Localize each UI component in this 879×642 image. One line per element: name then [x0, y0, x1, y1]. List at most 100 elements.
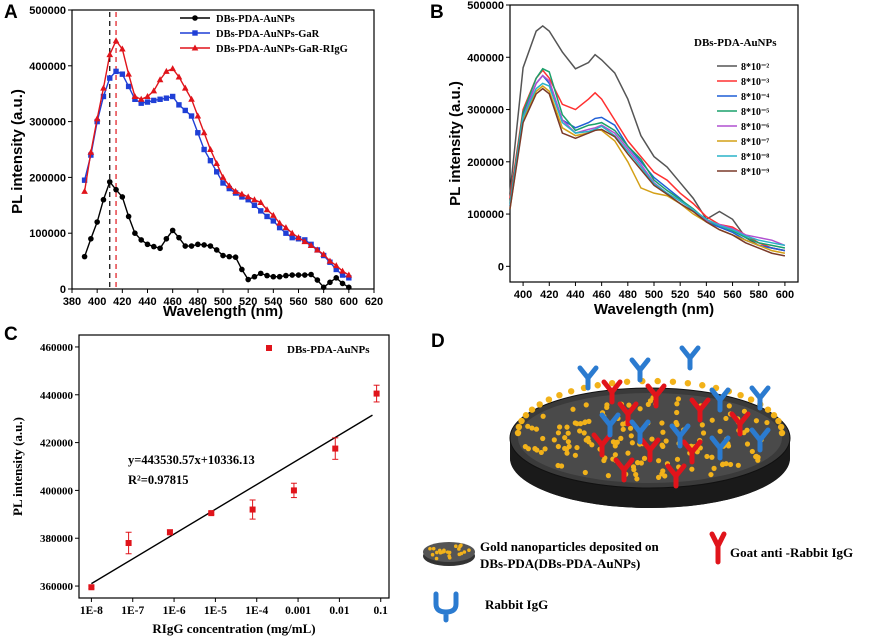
gold-dot [574, 444, 580, 451]
antibody-shape [599, 412, 621, 438]
goat-antibody-icon [591, 432, 613, 458]
gold-dot [525, 423, 531, 429]
data-point [176, 234, 182, 241]
gold-dot [572, 420, 578, 426]
data-point [201, 242, 207, 248]
data-point [332, 262, 340, 269]
data-point [182, 107, 188, 114]
rabbit-antibody-icon [709, 435, 731, 461]
gold-dot [689, 466, 695, 472]
x-axis-label: Wavelength (nm) [163, 303, 283, 320]
y-axis-label: PL intensity (a.u.) [447, 81, 464, 206]
gold-dot [704, 453, 710, 460]
rabbit-antibody-icon [629, 419, 651, 445]
data-point [345, 271, 353, 278]
data-point [157, 96, 163, 102]
data-point [301, 272, 308, 278]
gold-dot [618, 435, 624, 441]
data-point [270, 273, 277, 280]
x-tick-label: 1E-7 [121, 605, 144, 617]
gold-dot [435, 550, 439, 555]
data-point [308, 271, 314, 278]
data-point [263, 206, 271, 213]
legend-label: DBs-PDA-AuNPs-GaR-RIgG [216, 44, 348, 55]
data-point [214, 169, 220, 175]
series-line [509, 87, 786, 257]
data-point [188, 95, 195, 102]
gold-dot [659, 420, 665, 426]
data-point [175, 73, 183, 80]
data-point [244, 193, 252, 200]
data-point [207, 146, 214, 152]
y-tick-label: 400000 [40, 485, 74, 497]
data-point [258, 208, 264, 214]
data-point [144, 241, 151, 248]
x-tick-label: 560 [289, 296, 307, 308]
data-point [125, 213, 132, 220]
data-point [346, 284, 352, 291]
x-tick-label: 540 [264, 296, 282, 308]
data-point [251, 273, 258, 280]
data-point [295, 234, 302, 241]
gold-dot [612, 452, 618, 458]
gold-dot [764, 419, 770, 426]
gold-dot [675, 396, 682, 402]
data-point [373, 390, 380, 397]
x-tick-label: 520 [671, 289, 689, 301]
gold-dot [663, 438, 669, 444]
x-tick-label: 1E-5 [204, 605, 227, 617]
data-point [320, 284, 327, 291]
gold-dot [567, 388, 575, 395]
y-tick-label: 100000 [29, 228, 66, 240]
data-point [163, 95, 170, 101]
x-tick-label: 0.1 [374, 605, 389, 617]
legend-marker [192, 30, 198, 36]
data-point [138, 237, 145, 243]
gold-dot [582, 469, 588, 476]
data-point [276, 224, 283, 231]
antibody-shape [645, 383, 667, 409]
data-point [282, 224, 290, 231]
y-tick-label: 440000 [40, 390, 74, 402]
legend-goat: Goat anti -Rabbit IgG [730, 545, 853, 560]
gold-dot [660, 429, 666, 435]
y-tick-label: 360000 [40, 581, 74, 593]
goat-antibody-icon [601, 379, 623, 405]
data-point [200, 129, 208, 136]
antibody-shape [613, 457, 635, 483]
legend-rabbit-antibody-icon [433, 591, 459, 623]
data-point [333, 275, 340, 281]
gold-dot [634, 460, 641, 466]
gold-dot [447, 550, 452, 555]
gold-dot [755, 457, 761, 463]
data-point [201, 146, 207, 153]
rabbit-antibody-icon [669, 423, 691, 449]
data-point [100, 196, 107, 203]
data-point [326, 257, 334, 264]
gold-dot [586, 418, 592, 424]
data-point [232, 254, 239, 260]
data-point [307, 241, 315, 248]
gold-dot [638, 460, 644, 466]
gold-dot [514, 429, 522, 437]
x-tick-label: 580 [314, 296, 332, 308]
gold-dot [673, 419, 679, 426]
data-point [339, 280, 346, 287]
gold-dot [540, 435, 546, 442]
x-tick-label: 520 [239, 296, 257, 308]
data-point [182, 243, 189, 249]
gold-dot [727, 461, 734, 468]
y-tick-label: 0 [498, 261, 504, 273]
data-point [163, 67, 170, 74]
data-point [113, 68, 119, 75]
gold-dot [655, 474, 662, 480]
data-point [81, 187, 88, 194]
data-point [151, 97, 157, 104]
gold-dot [770, 412, 778, 419]
gold-dot [655, 458, 662, 464]
x-tick-label: 540 [697, 289, 715, 301]
data-point [339, 267, 346, 274]
x-axis-label: RIgG concentration (mg/mL) [152, 621, 315, 636]
gold-dot [634, 476, 640, 482]
gold-dot [737, 391, 744, 399]
